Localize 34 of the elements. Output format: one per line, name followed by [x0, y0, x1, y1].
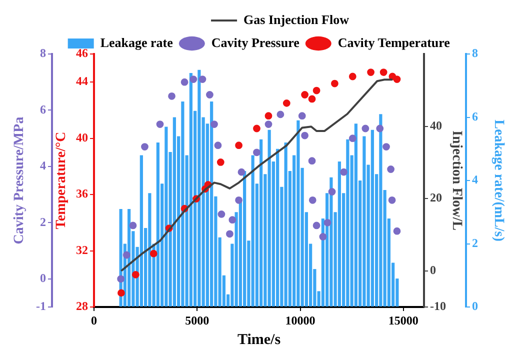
y3-tick-label: 4	[472, 172, 478, 187]
y3-axis-title: Leakage rate/(mL/s)	[490, 120, 506, 242]
y2-tick-label: 46	[76, 46, 88, 60]
y-tick-label: 8	[40, 46, 46, 60]
y2-tick-label: 44	[76, 74, 88, 88]
y-tick-label: 0	[40, 270, 46, 285]
x-axis-title: Time/s	[237, 332, 281, 348]
legend-label: Leakage rate	[100, 34, 174, 50]
x-tick-label: 15000	[388, 313, 418, 328]
y-tick-label: 2	[40, 214, 46, 229]
legend-label: Cavity Temperature	[338, 34, 450, 50]
y-axis-title: Cavity Pressure/MPa	[12, 116, 28, 244]
legend-label: Gas Injection Flow	[244, 12, 350, 27]
y-tick-label: 20	[430, 190, 442, 205]
y2-axis-title: Temperature/°C	[54, 132, 70, 230]
y2-tick-label: 40	[76, 130, 88, 144]
y2-tick-label: 36	[76, 186, 88, 201]
y3-tick-label: 8	[472, 46, 478, 60]
x-tick-label: 10000	[285, 313, 316, 328]
legend-label: Cavity Pressure	[211, 34, 300, 50]
y-tick-label: 40	[430, 118, 442, 132]
y-tick-label: -10	[430, 299, 446, 314]
y2-tick-label: 32	[76, 242, 88, 257]
y3-tick-label: 2	[472, 236, 478, 250]
y-tick-label: 4	[40, 158, 46, 173]
y3-tick-label: 6	[472, 109, 478, 124]
y-tick-label: -1	[36, 299, 46, 314]
y2-tick-label: 28	[76, 299, 88, 314]
y-tick-label: 6	[40, 102, 46, 116]
x-tick-label: 5000	[185, 313, 210, 328]
x-tick-label: 0	[91, 313, 97, 328]
y-axis-title: Injection Flow/L	[448, 130, 464, 230]
y3-tick-label: 0	[472, 299, 478, 314]
y-tick-label: 0	[430, 262, 436, 277]
